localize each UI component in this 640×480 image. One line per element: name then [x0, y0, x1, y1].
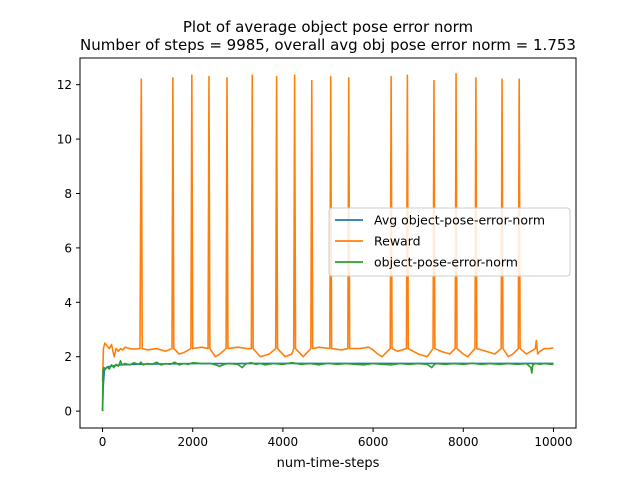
- chart-title: Plot of average object pose error norm: [183, 18, 473, 36]
- legend-items: Avg object-pose-error-norm Reward object-p…: [335, 213, 545, 270]
- x-tick-label: 10000: [534, 435, 572, 449]
- x-axis-label: num-time-steps: [277, 456, 380, 471]
- series-line-2: [101, 360, 554, 412]
- y-tick-label: 4: [64, 296, 72, 310]
- series-layer: [101, 72, 554, 412]
- x-tick-label: 6000: [358, 435, 389, 449]
- chart-subtitle: Number of steps = 9985, overall avg obj …: [80, 36, 576, 54]
- legend-box: [328, 207, 571, 277]
- x-tick-label: 8000: [448, 435, 479, 449]
- axes-frame: [79, 57, 577, 429]
- y-tick-label: 2: [64, 350, 72, 364]
- legend-label-1: Reward: [374, 234, 421, 249]
- legend-label-0: Avg object-pose-error-norm: [374, 213, 545, 228]
- x-tick-label: 2000: [177, 435, 208, 449]
- x-tick-label: 4000: [268, 435, 299, 449]
- y-tick-label: 10: [57, 133, 72, 147]
- legend-label-2: object-pose-error-norm: [374, 255, 518, 270]
- y-tick-label: 6: [64, 241, 72, 255]
- series-line-1: [101, 72, 554, 382]
- y-tick-label: 12: [57, 78, 72, 92]
- y-tick-label: 8: [64, 187, 72, 201]
- x-tick-label: 0: [99, 435, 107, 449]
- legend: Avg object-pose-error-norm Reward object-p…: [328, 207, 571, 277]
- x-axis: 0 2000 4000 6000 8000 10000: [99, 428, 573, 449]
- y-tick-label: 0: [64, 405, 72, 419]
- y-axis: 0 2 4 6 8 10 12: [57, 78, 80, 419]
